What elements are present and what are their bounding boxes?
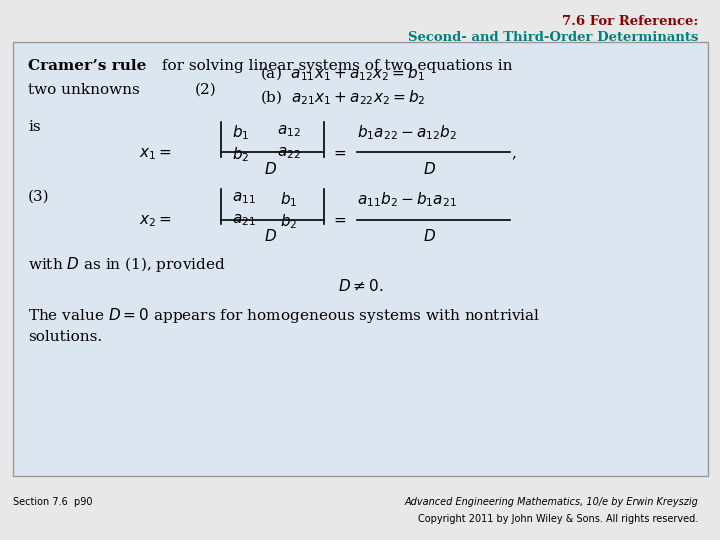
- Text: $b_1 a_{22} - a_{12} b_2$: $b_1 a_{22} - a_{12} b_2$: [357, 123, 456, 142]
- Text: $=$: $=$: [331, 146, 347, 160]
- Text: Section 7.6  p90: Section 7.6 p90: [13, 497, 92, 507]
- Text: is: is: [28, 120, 41, 134]
- FancyBboxPatch shape: [13, 42, 708, 476]
- Text: $D$: $D$: [264, 228, 277, 244]
- Text: Copyright 2011 by John Wiley & Sons. All rights reserved.: Copyright 2011 by John Wiley & Sons. All…: [418, 514, 698, 524]
- Text: (b)  $a_{21}x_1 + a_{22}x_2 = b_2$: (b) $a_{21}x_1 + a_{22}x_2 = b_2$: [260, 89, 425, 107]
- Text: $D$: $D$: [423, 161, 436, 177]
- Text: $b_2$: $b_2$: [232, 145, 249, 164]
- Text: $a_{22}$: $a_{22}$: [277, 145, 301, 161]
- Text: $=$: $=$: [331, 213, 347, 227]
- Text: two unknowns: two unknowns: [28, 83, 140, 97]
- Text: $x_1 =$: $x_1 =$: [140, 146, 172, 161]
- Text: The value $D = 0$ appears for homogeneous systems with nontrivial: The value $D = 0$ appears for homogeneou…: [28, 306, 541, 325]
- Text: (a)  $a_{11}x_1 + a_{12}x_2 = b_1$: (a) $a_{11}x_1 + a_{12}x_2 = b_1$: [260, 64, 424, 83]
- Text: with $D$ as in (1), provided: with $D$ as in (1), provided: [28, 254, 226, 274]
- Text: Second- and Third-Order Determinants: Second- and Third-Order Determinants: [408, 31, 698, 44]
- Text: ,: ,: [512, 146, 517, 160]
- Text: $a_{21}$: $a_{21}$: [232, 212, 256, 228]
- Text: $x_2 =$: $x_2 =$: [140, 213, 172, 228]
- Text: (3): (3): [28, 190, 50, 204]
- Text: $a_{11} b_2 - b_1 a_{21}$: $a_{11} b_2 - b_1 a_{21}$: [357, 191, 456, 210]
- Text: $b_1$: $b_1$: [232, 123, 249, 142]
- Text: Cramer’s rule: Cramer’s rule: [28, 59, 147, 73]
- Text: Advanced Engineering Mathematics, 10/e by Erwin Kreyszig: Advanced Engineering Mathematics, 10/e b…: [405, 497, 698, 507]
- Text: 7.6 For Reference:: 7.6 For Reference:: [562, 15, 698, 28]
- Text: for solving linear systems of two equations in: for solving linear systems of two equati…: [158, 59, 513, 73]
- Text: $b_1$: $b_1$: [281, 191, 298, 210]
- Text: $D$: $D$: [423, 228, 436, 244]
- Text: (2): (2): [195, 83, 217, 97]
- Text: $D \neq 0.$: $D \neq 0.$: [338, 278, 383, 294]
- Text: $D$: $D$: [264, 161, 277, 177]
- Text: $b_2$: $b_2$: [281, 212, 298, 231]
- Text: $a_{12}$: $a_{12}$: [277, 123, 301, 139]
- Text: solutions.: solutions.: [28, 330, 102, 344]
- Text: $a_{11}$: $a_{11}$: [232, 191, 256, 206]
